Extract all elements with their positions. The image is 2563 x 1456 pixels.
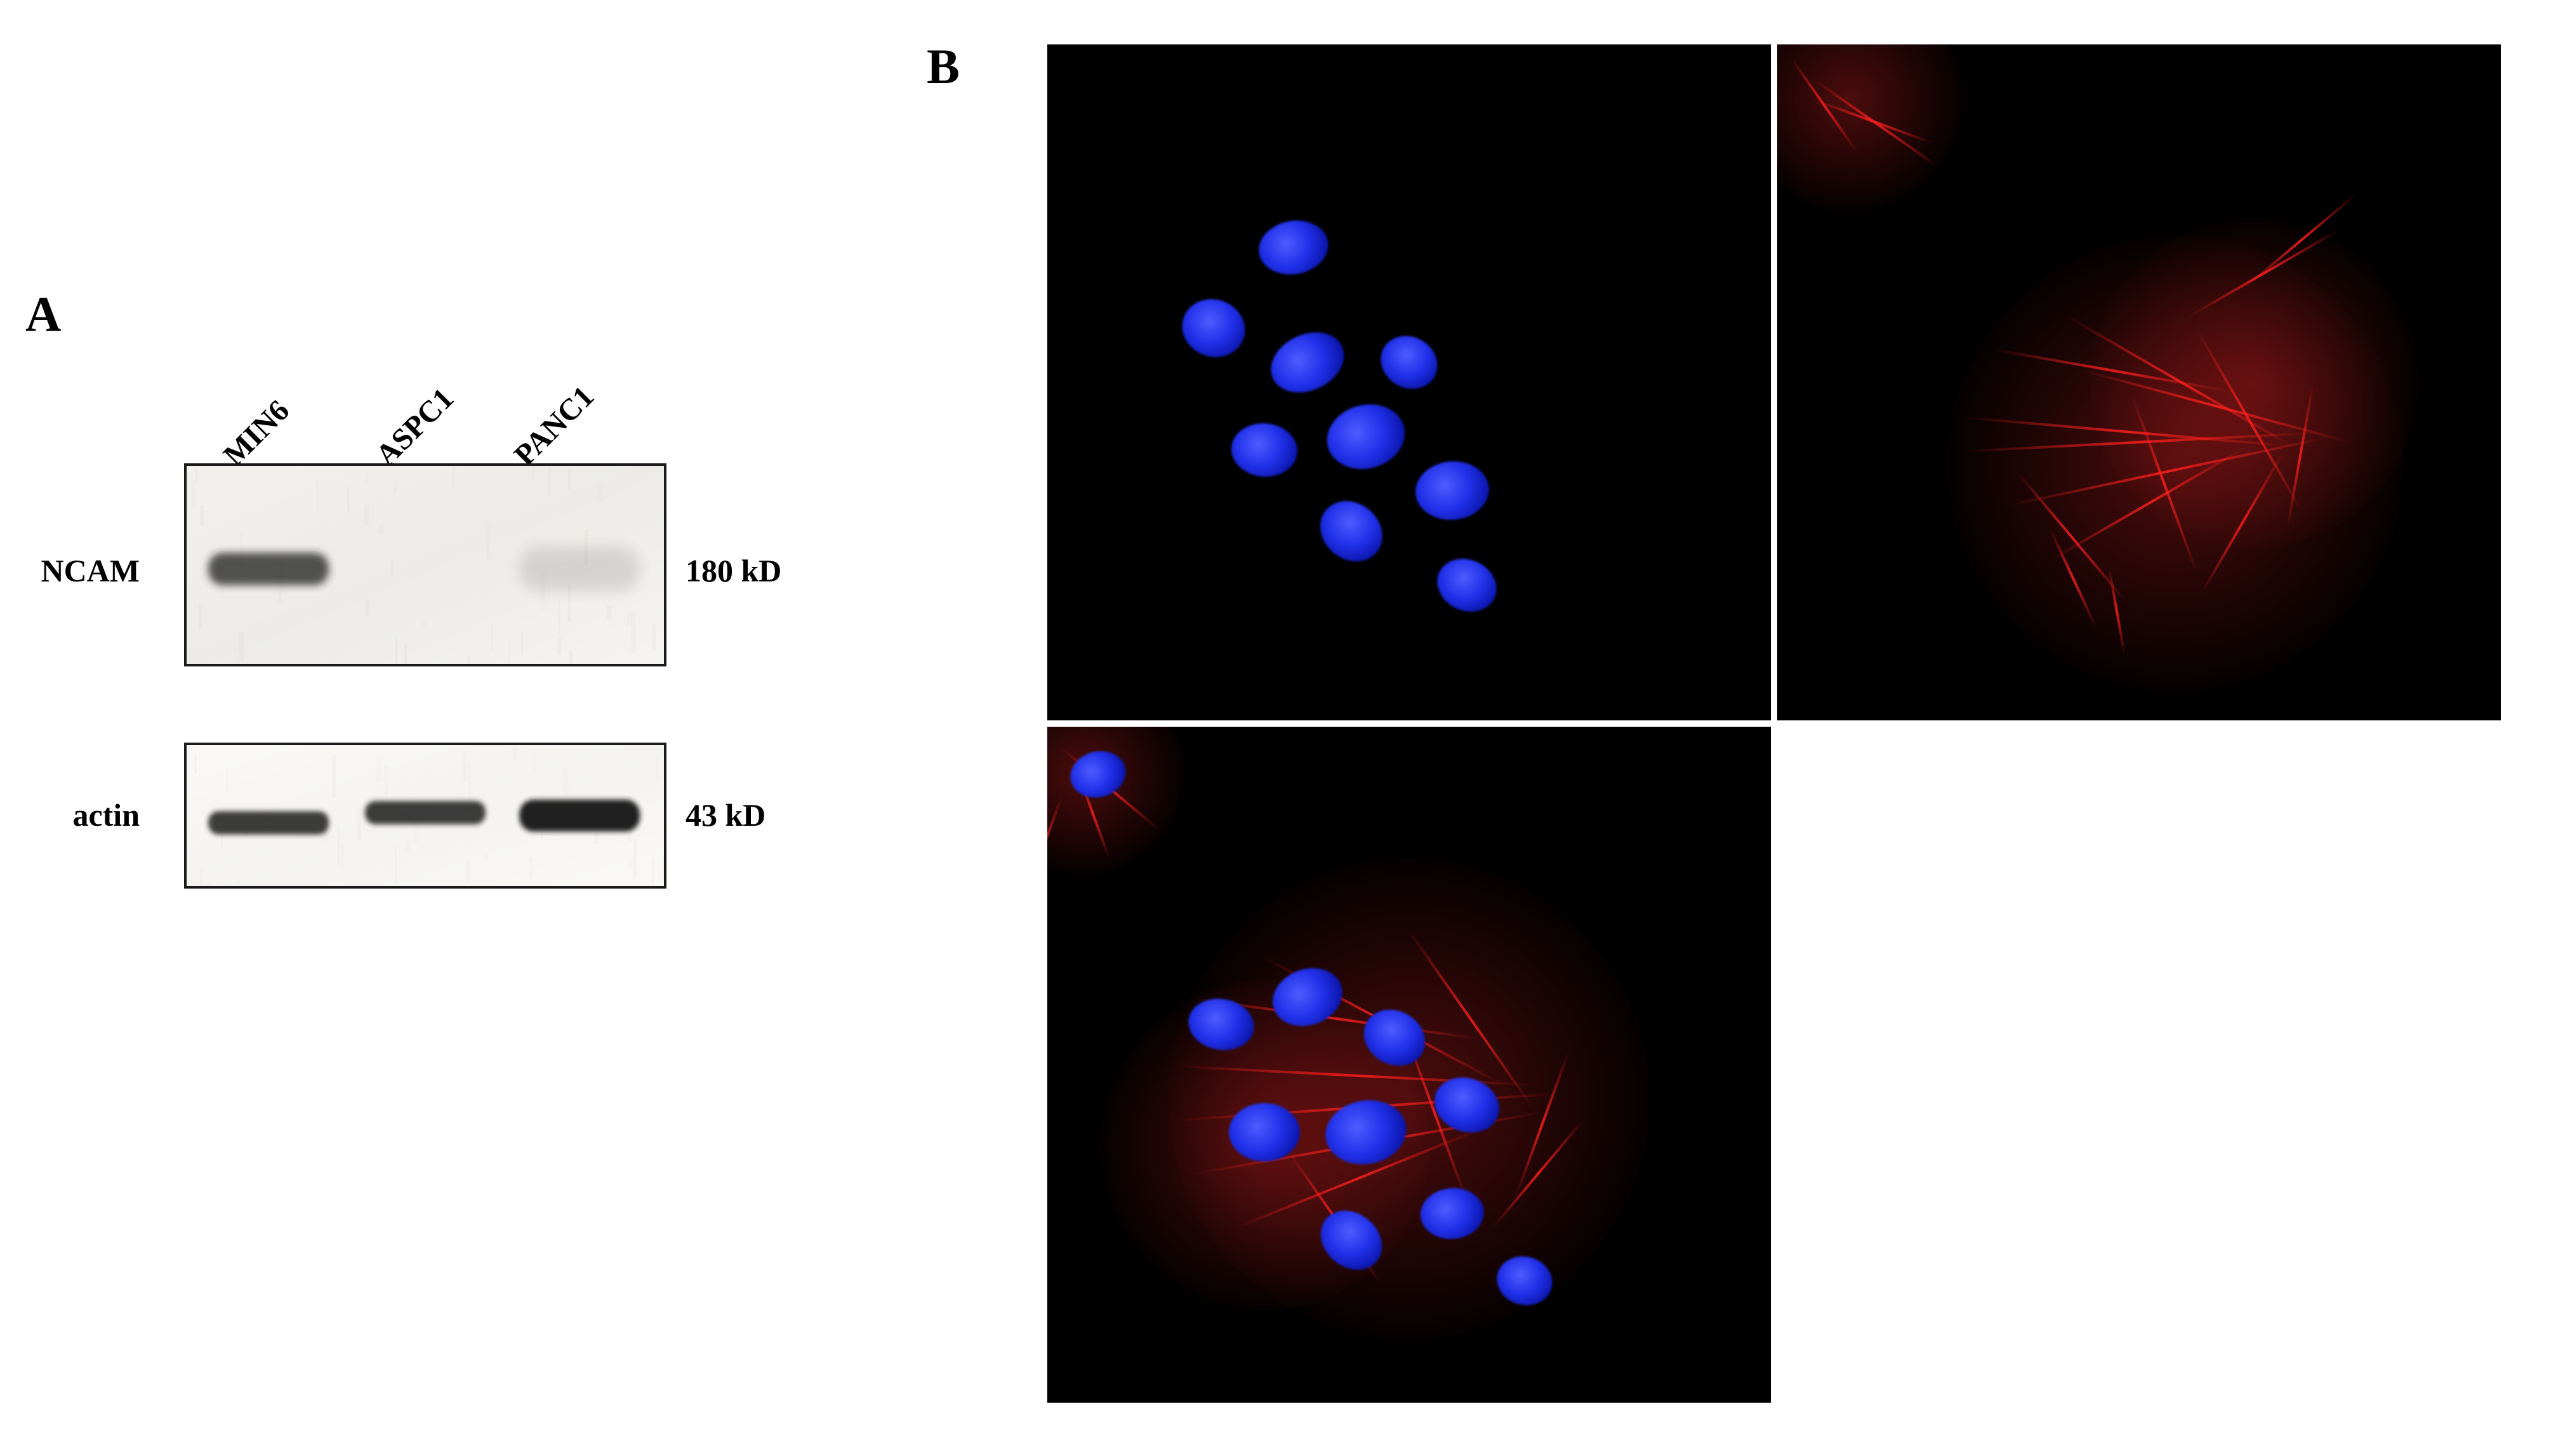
lane-label-1: ASPC1 [369, 381, 460, 473]
row-label-ncam: NCAM [13, 552, 140, 589]
panel-a-label: A [25, 286, 61, 343]
microscopy-tile-red [1777, 44, 2501, 720]
lane-label-0: MIN6 [216, 393, 296, 473]
lane-label-2: PANC1 [507, 379, 601, 473]
size-label-actin: 43 kD [685, 797, 765, 833]
microscopy-grid [1047, 44, 2501, 1403]
microscopy-tile-merge [1047, 727, 1771, 1403]
blot-actin [184, 743, 666, 889]
microscopy-tile-DAPI [1047, 44, 1771, 720]
panel-b-label: B [927, 38, 960, 95]
microscopy-tile-empty [1777, 727, 2501, 1403]
size-label-ncam: 180 kD [685, 552, 781, 589]
row-label-actin: actin [32, 797, 140, 833]
figure-root: A B MIN6 ASPC1 PANC1 NCAM 180 kD actin 4… [0, 0, 2563, 1456]
blot-ncam [184, 463, 666, 666]
